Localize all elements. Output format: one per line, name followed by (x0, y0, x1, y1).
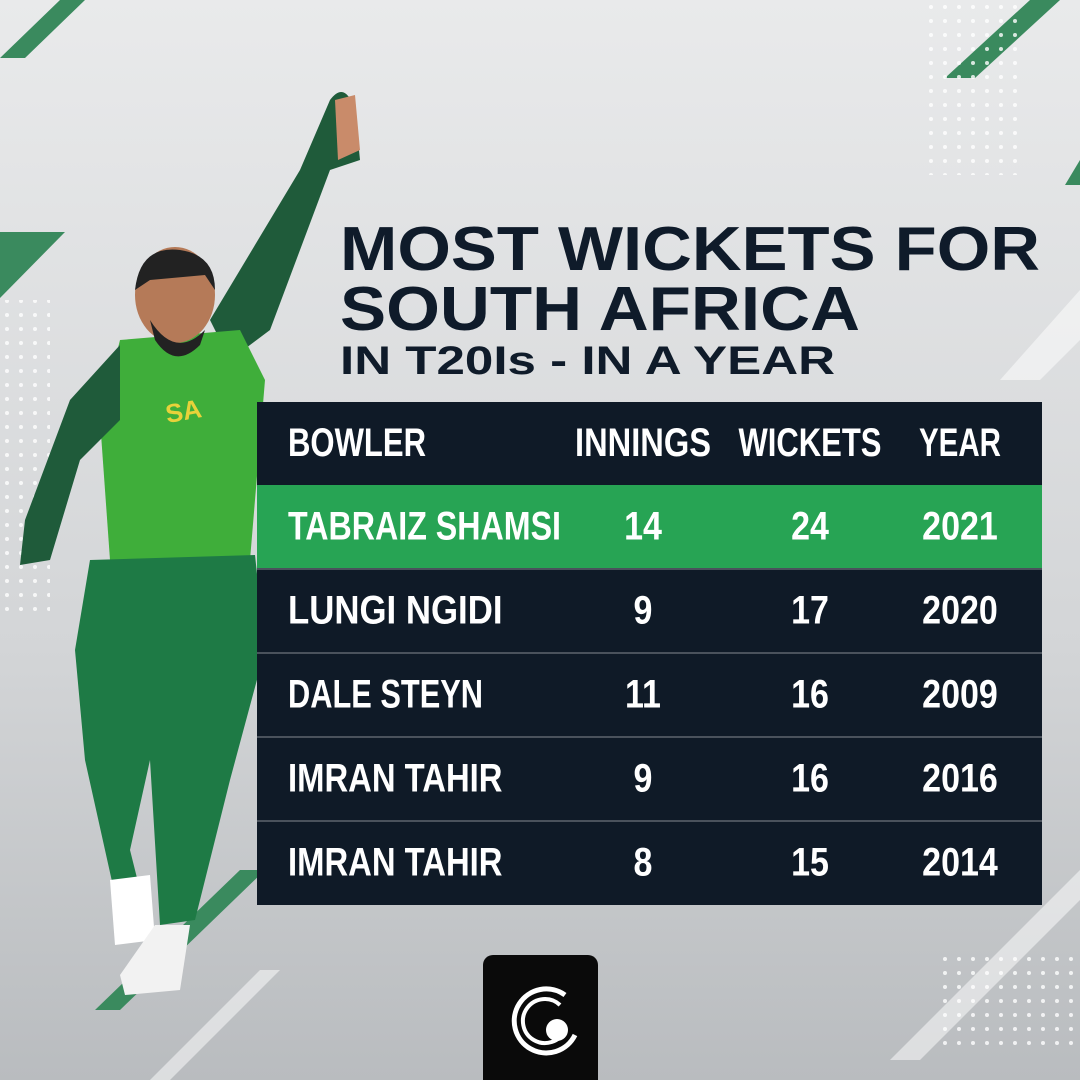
player-illustration: SA (20, 92, 360, 995)
stat-cell: 2021 (922, 503, 998, 548)
title: MOST WICKETS FOR SOUTH AFRICA IN T20Is -… (340, 215, 1040, 383)
column-header: BOWLER (288, 421, 426, 465)
stats-table: BOWLER INNINGS WICKETS YEAR TABRAIZ SHAMSI 14… (257, 402, 1042, 905)
stat-cell: 11 (625, 671, 661, 716)
title-line: MOST WICKETS FOR (340, 215, 1040, 284)
svg-text:SA: SA (163, 393, 204, 429)
table-header (257, 402, 1042, 485)
stat-cell: 9 (634, 587, 653, 632)
bowler-name: TABRAIZ SHAMSI (288, 505, 561, 549)
stat-cell: 24 (791, 503, 829, 548)
stat-cell: 14 (624, 503, 662, 548)
table-row (257, 569, 1042, 653)
column-header: YEAR (919, 421, 1001, 465)
stat-cell: 2014 (922, 839, 998, 884)
table-row (257, 821, 1042, 905)
stat-cell: 16 (791, 671, 829, 716)
table-row (257, 737, 1042, 821)
bowler-name: LUNGI NGIDI (288, 589, 503, 633)
logo (483, 955, 598, 1080)
stat-cell: 16 (791, 755, 829, 800)
stat-cell: 2020 (922, 587, 998, 632)
stat-cell: 2016 (922, 755, 998, 800)
stat-cell: 17 (791, 587, 829, 632)
column-header: WICKETS (739, 421, 882, 465)
subtitle: IN T20Is - IN A YEAR (340, 339, 835, 383)
table-row (257, 485, 1042, 569)
bowler-name: IMRAN TAHIR (288, 841, 503, 885)
column-header: INNINGS (575, 421, 711, 465)
stat-cell: 9 (634, 755, 653, 800)
table-row (257, 653, 1042, 737)
bowler-name: DALE STEYN (288, 673, 483, 717)
stat-cell: 15 (791, 839, 829, 884)
stat-cell: 8 (634, 839, 653, 884)
stat-cell: 2009 (922, 671, 998, 716)
title-line: SOUTH AFRICA (340, 275, 860, 344)
bowler-name: IMRAN TAHIR (288, 757, 503, 801)
